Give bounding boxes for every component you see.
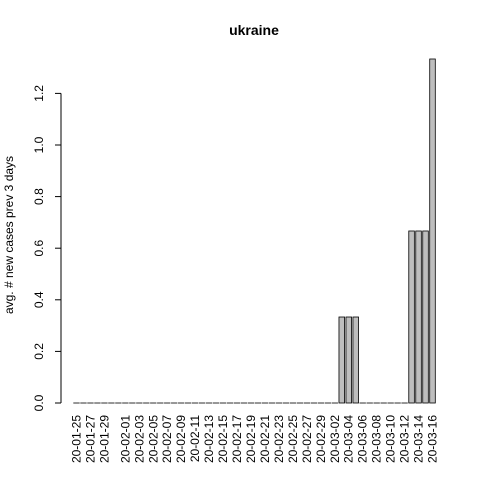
bar	[429, 58, 436, 404]
y-tick-label: 0.0	[32, 394, 46, 411]
bar	[345, 316, 352, 404]
x-tick-label: 20-03-02	[328, 415, 342, 463]
x-tick-label: 20-02-03	[132, 415, 146, 463]
x-tick-label: 20-02-11	[188, 415, 202, 462]
bars	[73, 58, 436, 404]
chart-title: ukraine	[229, 22, 279, 38]
x-tick-label: 20-03-12	[398, 415, 412, 463]
bar	[352, 316, 359, 404]
y-tick-label: 0.2	[32, 343, 46, 360]
bar	[408, 230, 415, 404]
x-tick-label: 20-02-17	[230, 415, 244, 463]
x-tick-label: 20-03-10	[384, 415, 398, 463]
x-tick-label: 20-01-25	[69, 415, 83, 463]
y-tick-label: 0.4	[32, 291, 46, 308]
x-tick-label: 20-02-13	[202, 415, 216, 463]
bar	[422, 230, 429, 404]
x-tick-label: 20-02-25	[286, 415, 300, 463]
x-tick-label: 20-03-04	[342, 415, 356, 463]
x-tick-label: 20-02-07	[160, 415, 174, 463]
y-tick-label: 1.2	[32, 85, 46, 102]
x-tick-label: 20-02-27	[300, 415, 314, 463]
x-tick-label: 20-02-09	[174, 415, 188, 463]
x-tick-label: 20-02-15	[216, 415, 230, 463]
y-tick-label: 0.8	[32, 188, 46, 205]
x-tick-label: 20-01-27	[83, 415, 97, 463]
x-tick-label: 20-02-19	[244, 415, 258, 463]
x-tick-label: 20-03-16	[426, 415, 440, 463]
x-tick-label: 20-02-23	[272, 415, 286, 463]
x-tick-label: 20-03-06	[356, 415, 370, 463]
x-tick-label: 20-03-08	[370, 415, 384, 463]
x-tick-label: 20-02-21	[258, 415, 272, 463]
x-tick-label: 20-02-29	[314, 415, 328, 463]
x-tick-label: 20-03-14	[412, 415, 426, 463]
y-tick-label: 0.6	[32, 240, 46, 257]
y-axis: 0.0 0.2 0.4 0.6 0.8 1.0 1.2	[32, 85, 62, 411]
y-tick-label: 1.0	[32, 136, 46, 153]
x-axis: 20-01-25 20-01-27 20-01-29 20-02-01 20-02-03…	[69, 415, 439, 463]
bar	[415, 230, 422, 404]
y-axis-label: avg. # new cases prev 3 days	[2, 156, 16, 314]
x-tick-label: 20-01-29	[97, 415, 111, 463]
bar	[338, 316, 345, 404]
x-tick-label: 20-02-05	[146, 415, 160, 463]
x-tick-label: 20-02-01	[118, 415, 132, 463]
